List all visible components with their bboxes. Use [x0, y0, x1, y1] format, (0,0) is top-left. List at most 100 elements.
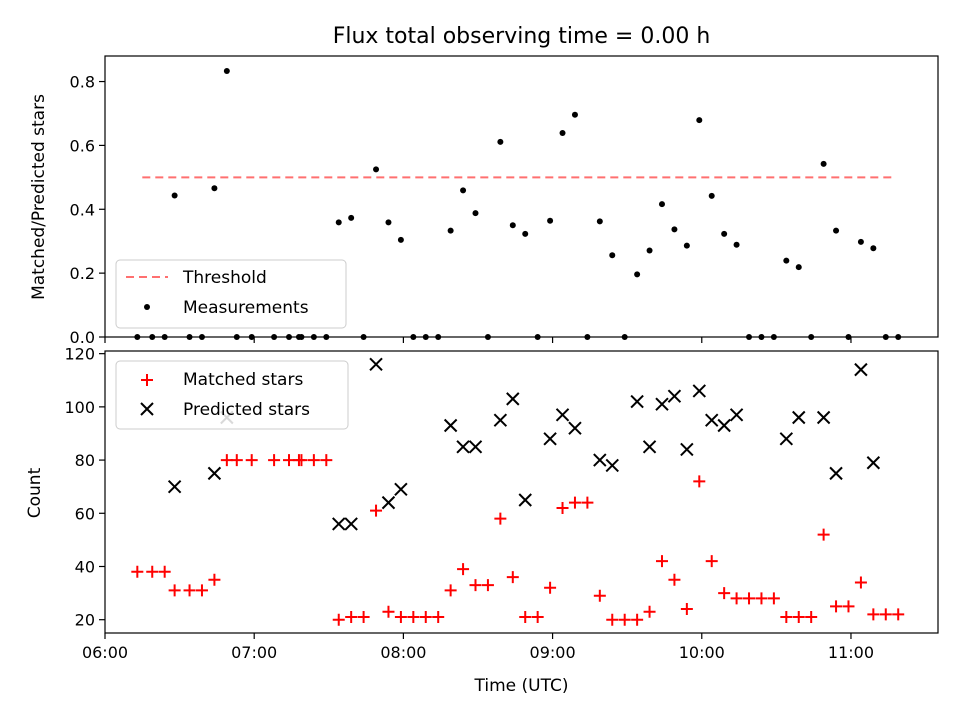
matched-star-point	[357, 611, 370, 624]
predicted-star-point	[717, 418, 731, 433]
measurement-point	[385, 219, 392, 226]
matched-star-point	[295, 454, 308, 467]
predicted-star-point	[705, 413, 719, 427]
predicted-star-point	[729, 408, 744, 422]
matched-star-point	[705, 555, 718, 568]
y-tick-label: 60	[75, 504, 95, 523]
measurement-point	[696, 117, 703, 124]
matched-star-point	[830, 600, 843, 613]
predicted-star-point	[555, 408, 570, 422]
predicted-star-point	[593, 453, 607, 467]
matched-star-point	[158, 565, 171, 578]
measurement-point	[646, 247, 653, 254]
y-tick-label: 100	[64, 398, 95, 417]
predicted-star-point	[344, 517, 358, 531]
matched-star-point	[345, 611, 358, 624]
predicted-star-point	[680, 442, 694, 457]
legend-predicted-label: Predicted stars	[183, 400, 310, 420]
matched-star-point	[519, 611, 532, 624]
matched-star-point	[668, 573, 681, 586]
x-tick-label: 06:00	[82, 643, 128, 662]
measurement-point	[721, 230, 728, 237]
measurement-point	[373, 166, 380, 173]
matched-star-point	[879, 608, 892, 621]
matched-star-point	[307, 454, 320, 467]
matched-star-point	[568, 496, 581, 509]
y-tick-label: 0.4	[70, 200, 95, 219]
measurement-point	[671, 226, 678, 233]
predicted-star-point	[468, 440, 483, 454]
predicted-star-point	[779, 432, 794, 446]
predicted-star-point	[630, 394, 644, 409]
top-legend: Threshold Measurements	[115, 259, 347, 329]
matched-star-point	[320, 454, 333, 467]
matched-star-point	[407, 611, 420, 624]
measurement-point	[223, 68, 230, 75]
predicted-star-point	[543, 432, 557, 446]
bottom-panel: Count Time (UTC) 20 40 60 80 100 120 06:00 07:…	[25, 345, 939, 696]
matched-star-point	[432, 611, 445, 624]
measurement-point	[460, 187, 467, 194]
measurement-point	[609, 252, 616, 259]
y-tick-label: 0.2	[70, 264, 95, 283]
measurement-point	[547, 217, 554, 224]
predicted-star-point	[854, 362, 868, 377]
predicted-star-point	[332, 517, 346, 531]
matched-star-point	[469, 579, 482, 592]
matched-star-point	[892, 608, 905, 621]
measurement-point	[522, 230, 529, 237]
top-y-ticks: 0.0 0.2 0.4 0.6 0.8	[70, 73, 105, 347]
matched-star-point	[593, 589, 606, 602]
matched-star-point	[618, 613, 631, 626]
y-tick-label: 0.6	[70, 136, 95, 155]
matched-star-point	[394, 611, 407, 624]
measurement-point	[708, 192, 715, 199]
predicted-star-point	[605, 458, 619, 473]
matched-star-point	[183, 584, 196, 597]
matched-star-point	[268, 454, 281, 467]
predicted-star-point	[381, 495, 396, 510]
matched-star-point	[370, 504, 383, 517]
measurement-point	[795, 264, 802, 271]
measurement-point	[783, 257, 790, 264]
measurement-point	[472, 210, 479, 217]
y-tick-label: 20	[75, 611, 95, 630]
measurement-point	[397, 236, 404, 243]
legend-predicted-swatch	[140, 402, 154, 416]
matched-star-point	[780, 611, 793, 624]
predicted-star-point	[792, 410, 806, 425]
bottom-legend: Matched stars Predicted stars	[115, 360, 349, 430]
y-tick-label: 0.8	[70, 73, 95, 92]
predicted-star-point	[207, 466, 222, 481]
matched-star-point	[730, 592, 743, 605]
measurement-point	[509, 222, 516, 229]
measurement-point	[348, 214, 355, 221]
bottom-legend-box	[115, 360, 349, 430]
x-tick-label: 11:00	[828, 643, 874, 662]
top-y-axis-label: Matched/Predicted stars	[29, 94, 49, 300]
predicted-star-point	[456, 440, 470, 454]
measurement-point	[211, 185, 218, 192]
matched-stars-points	[131, 454, 905, 626]
bottom-y-ticks: 20 40 60 80 100 120	[64, 345, 105, 630]
matched-star-point	[531, 611, 544, 624]
x-tick-label: 09:00	[530, 643, 576, 662]
predicted-star-point	[655, 397, 669, 411]
measurement-point	[634, 271, 641, 278]
measurement-point	[857, 238, 864, 245]
measurement-point	[833, 227, 840, 234]
measurement-point	[658, 201, 665, 208]
matched-star-point	[767, 592, 780, 605]
x-tick-label: 08:00	[380, 643, 426, 662]
y-tick-label: 120	[64, 345, 95, 364]
matched-star-point	[332, 613, 345, 626]
top-plot-frame	[104, 55, 939, 338]
y-tick-label: 40	[75, 557, 95, 576]
measurement-point	[335, 219, 342, 226]
matched-star-point	[494, 512, 507, 525]
matched-star-point	[382, 605, 395, 618]
bottom-x-ticks: 06:00 07:00 08:00 09:00 10:00 11:00	[82, 633, 874, 662]
legend-measurements-label: Measurements	[183, 298, 309, 318]
matched-star-point	[792, 611, 805, 624]
predicted-star-point	[493, 413, 508, 427]
